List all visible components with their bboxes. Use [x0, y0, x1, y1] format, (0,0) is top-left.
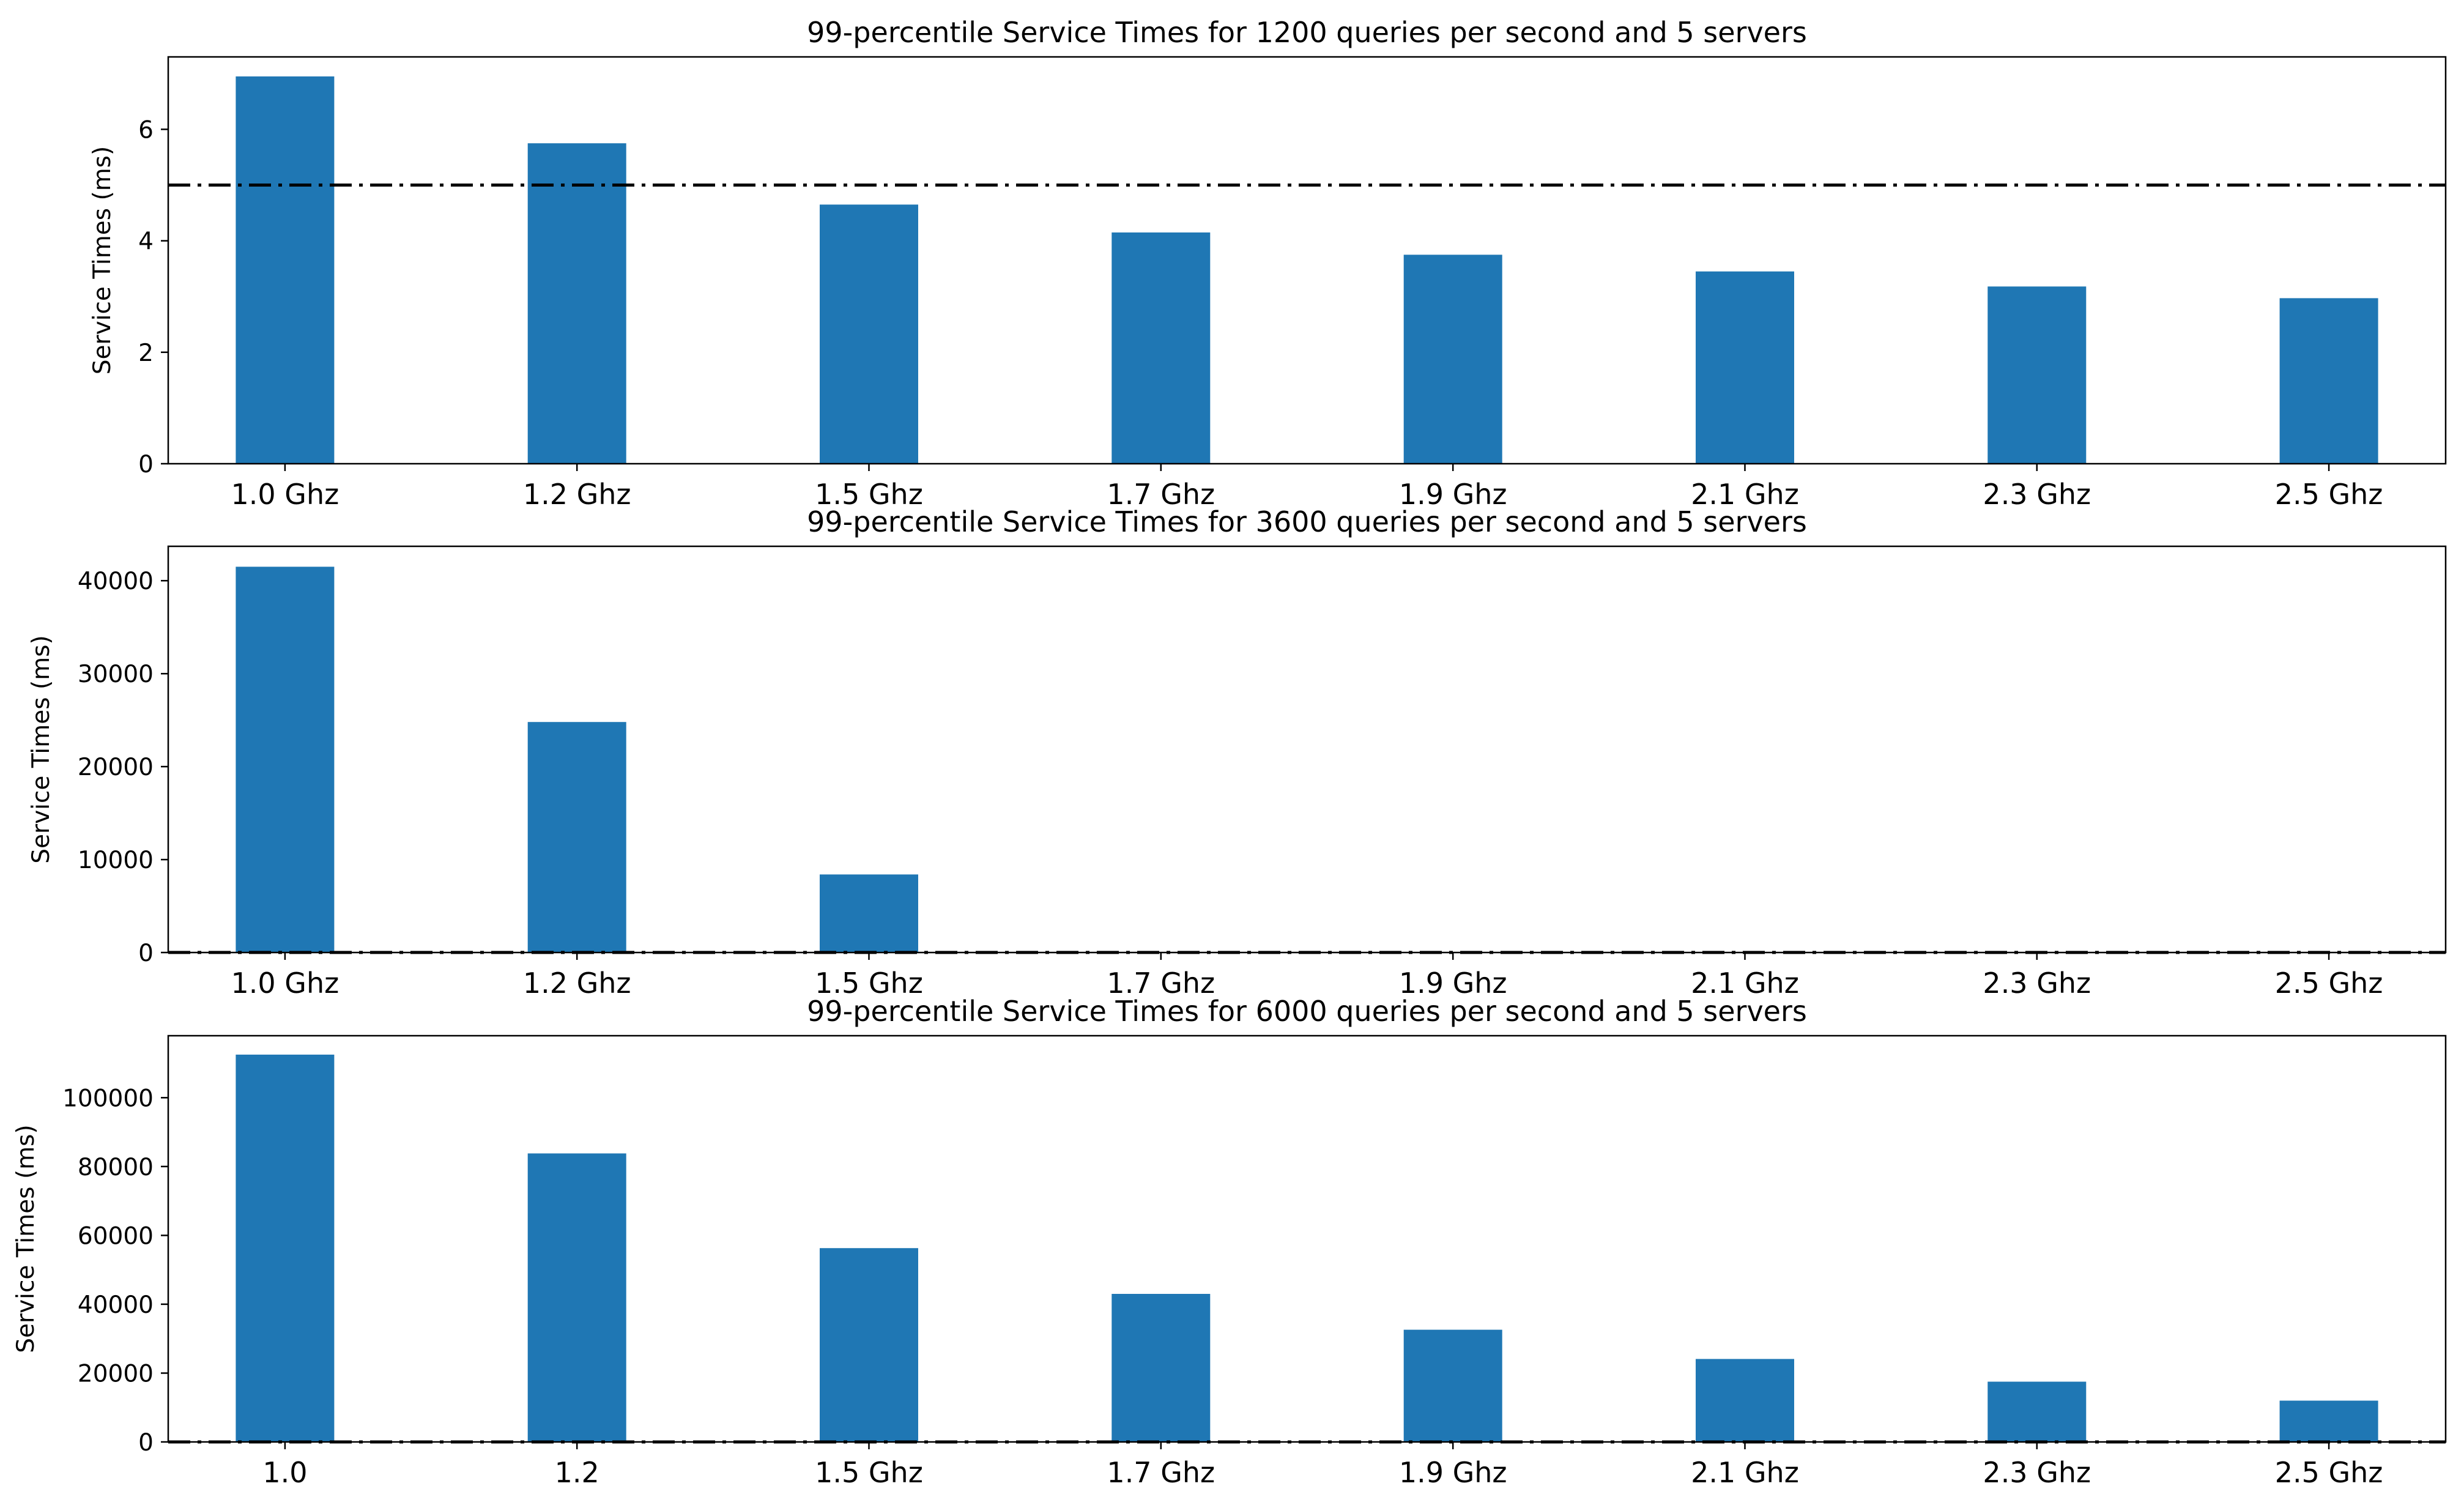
bar-1-6 [1696, 271, 1794, 464]
bar-1-2 [527, 143, 626, 464]
bar-3-4 [1111, 1294, 1211, 1442]
xtick-label-3-4: 1.7 Ghz [1107, 1456, 1215, 1489]
ytick-label-2-2: 10000 [78, 847, 154, 874]
ytick-label-3-2: 20000 [78, 1361, 154, 1388]
bar-1-5 [1403, 254, 1502, 464]
bar-3-7 [1987, 1381, 2087, 1442]
chart-panel-2: 0 10000 20000 30000 40000 1.0 Ghz 1.2 Ghz 1.5 G… [28, 505, 2447, 1000]
xtick-label-1-4: 1.7 Ghz [1107, 478, 1215, 511]
xtick-label-1-3: 1.5 Ghz [815, 478, 923, 511]
xtick-label-3-8: 2.5 Ghz [2275, 1456, 2383, 1489]
bar-2-2 [527, 722, 626, 953]
xtick-label-2-7: 2.3 Ghz [1983, 967, 2091, 1000]
xtick-label-1-1: 1.0 Ghz [231, 478, 340, 511]
bar-3-8 [2279, 1400, 2378, 1442]
ytick-label-1-1: 0 [138, 451, 154, 478]
xtick-label-2-5: 1.9 Ghz [1399, 967, 1507, 1000]
chart-panel-3: 0 20000 40000 60000 80000 100000 1.0 1.2 1.5 Ghz… [12, 995, 2447, 1489]
y-axis-label-1: Service Times (ms) [89, 146, 116, 374]
ytick-label-3-1: 0 [138, 1429, 154, 1457]
ytick-label-1-2: 2 [138, 340, 154, 367]
xtick-label-1-8: 2.5 Ghz [2275, 478, 2383, 511]
ytick-label-2-3: 20000 [78, 754, 154, 781]
chart-title-1: 99-percentile Service Times for 1200 que… [807, 16, 1807, 49]
bar-1-8 [2279, 298, 2378, 464]
ytick-label-2-5: 40000 [78, 568, 154, 595]
chart-title-2: 99-percentile Service Times for 3600 que… [807, 505, 1807, 538]
xtick-label-3-5: 1.9 Ghz [1399, 1456, 1507, 1489]
bar-2-1 [236, 566, 335, 953]
ytick-label-1-3: 4 [138, 228, 154, 256]
bar-1-3 [820, 204, 918, 464]
y-axis-label-2: Service Times (ms) [28, 635, 55, 863]
axes-frame-1 [167, 56, 2447, 465]
bar-1-4 [1111, 232, 1211, 464]
xtick-label-3-1: 1.0 [262, 1456, 307, 1489]
xtick-label-2-8: 2.5 Ghz [2275, 967, 2383, 1000]
axes-frame-2 [167, 545, 2447, 954]
xtick-label-3-3: 1.5 Ghz [815, 1456, 923, 1489]
xtick-label-3-6: 2.1 Ghz [1691, 1456, 1799, 1489]
xtick-label-3-7: 2.3 Ghz [1983, 1456, 2091, 1489]
ytick-label-2-1: 0 [138, 940, 154, 967]
xtick-label-2-1: 1.0 Ghz [231, 967, 340, 1000]
xtick-label-1-2: 1.2 Ghz [523, 478, 631, 511]
bar-1-7 [1987, 286, 2087, 464]
bar-3-6 [1696, 1359, 1794, 1442]
xtick-label-1-7: 2.3 Ghz [1983, 478, 2091, 511]
bar-3-5 [1403, 1329, 1502, 1442]
ytick-label-3-6: 100000 [62, 1085, 154, 1112]
bar-3-2 [527, 1153, 626, 1442]
bar-3-1 [236, 1054, 335, 1442]
axes-frame-3 [167, 1034, 2447, 1443]
xtick-label-2-6: 2.1 Ghz [1691, 967, 1799, 1000]
xtick-label-2-2: 1.2 Ghz [523, 967, 631, 1000]
xtick-label-3-2: 1.2 [555, 1456, 599, 1489]
chart-panel-1: 0 2 4 6 1.0 Ghz 1.2 Ghz 1.5 Ghz 1.7 Ghz 1.9 Ghz 2… [89, 16, 2447, 511]
bar-3-3 [820, 1248, 918, 1442]
ytick-label-3-4: 60000 [78, 1222, 154, 1250]
bar-2-3 [820, 874, 918, 953]
y-axis-label-3: Service Times (ms) [12, 1124, 40, 1353]
ytick-label-3-5: 80000 [78, 1154, 154, 1181]
xtick-label-1-5: 1.9 Ghz [1399, 478, 1507, 511]
xtick-label-1-6: 2.1 Ghz [1691, 478, 1799, 511]
chart-title-3: 99-percentile Service Times for 6000 que… [807, 995, 1807, 1028]
ytick-label-2-4: 30000 [78, 661, 154, 688]
ytick-label-3-3: 40000 [78, 1291, 154, 1319]
ytick-label-1-4: 6 [138, 116, 154, 144]
xtick-label-2-4: 1.7 Ghz [1107, 967, 1215, 1000]
xtick-label-2-3: 1.5 Ghz [815, 967, 923, 1000]
bar-1-1 [236, 76, 335, 464]
